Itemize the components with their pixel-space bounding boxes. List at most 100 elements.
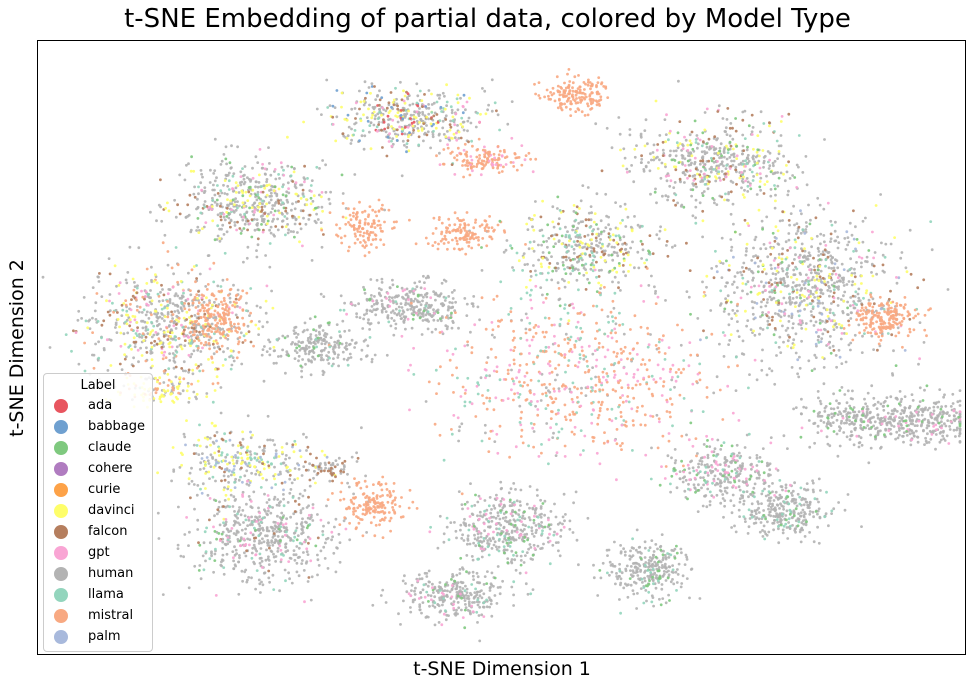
- point-human: [232, 172, 236, 176]
- point-human: [748, 373, 751, 376]
- point-human: [433, 623, 437, 627]
- point-human: [879, 446, 882, 450]
- point-human: [784, 301, 788, 305]
- point-human: [421, 314, 425, 318]
- point-human: [713, 152, 717, 155]
- point-human: [242, 521, 245, 524]
- point-human: [920, 413, 924, 417]
- point-human: [729, 238, 733, 241]
- point-human: [706, 487, 710, 491]
- point-human: [460, 422, 464, 426]
- point-human: [829, 258, 833, 262]
- point-human: [567, 243, 571, 247]
- point-human: [654, 289, 657, 293]
- point-human: [571, 228, 574, 232]
- point-human: [285, 217, 289, 221]
- point-human: [798, 293, 802, 297]
- point-human: [792, 338, 796, 342]
- point-human: [269, 211, 273, 214]
- point-human: [716, 137, 719, 140]
- scatter-plot: [41, 68, 962, 643]
- point-human: [454, 529, 458, 533]
- point-human: [618, 238, 622, 242]
- point-human: [866, 391, 870, 395]
- point-human: [507, 532, 511, 536]
- point-human: [307, 359, 311, 363]
- point-human: [641, 581, 644, 584]
- point-human: [595, 192, 599, 196]
- point-human: [769, 473, 772, 477]
- point-human: [925, 441, 929, 445]
- point-human: [930, 248, 934, 252]
- point-human: [809, 218, 812, 222]
- point-human: [539, 399, 543, 402]
- point-human: [114, 321, 118, 325]
- point-human: [786, 537, 790, 540]
- point-human: [733, 291, 736, 294]
- point-human: [753, 482, 757, 486]
- point-human: [818, 399, 822, 403]
- point-human: [746, 153, 750, 157]
- point-human: [563, 285, 567, 289]
- point-human: [354, 121, 358, 125]
- point-human: [875, 407, 879, 410]
- point-human: [712, 391, 716, 395]
- point-human: [534, 531, 538, 534]
- point-human: [831, 256, 834, 259]
- point-human: [313, 357, 317, 361]
- point-human: [324, 163, 327, 167]
- point-human: [419, 118, 423, 121]
- point-human: [483, 529, 486, 533]
- point-human: [526, 228, 530, 232]
- point-human: [596, 594, 600, 597]
- point-human: [653, 571, 657, 575]
- point-human: [952, 414, 956, 417]
- point-human: [374, 114, 377, 117]
- point-human: [770, 297, 774, 301]
- point-human: [250, 551, 254, 555]
- point-human: [564, 332, 568, 336]
- point-human: [367, 318, 370, 322]
- point-human: [757, 511, 761, 514]
- point-human: [392, 333, 396, 337]
- point-human: [779, 277, 782, 281]
- point-human: [764, 247, 768, 251]
- point-human: [320, 342, 324, 346]
- point-human: [582, 357, 586, 361]
- point-human: [582, 266, 586, 270]
- point-human: [260, 559, 264, 563]
- point-human: [676, 568, 679, 571]
- point-human: [819, 277, 823, 281]
- point-human: [365, 297, 369, 301]
- point-human: [690, 194, 693, 198]
- point-human: [958, 440, 962, 444]
- point-human: [244, 568, 248, 572]
- point-human: [246, 578, 249, 582]
- point-human: [285, 350, 289, 354]
- point-human: [430, 103, 434, 106]
- point-human: [262, 571, 266, 575]
- point-human: [310, 179, 314, 183]
- point-human: [629, 246, 632, 250]
- point-human: [296, 343, 299, 346]
- point-human: [566, 230, 569, 234]
- point-human: [575, 538, 579, 542]
- point-human: [775, 514, 779, 518]
- point-human: [792, 511, 796, 514]
- point-human: [299, 511, 303, 515]
- point-human: [378, 292, 381, 296]
- point-human: [541, 251, 545, 254]
- point-human: [552, 431, 555, 435]
- point-human: [217, 345, 221, 349]
- point-human: [681, 476, 685, 480]
- point-human: [226, 347, 230, 350]
- point-human: [742, 261, 746, 265]
- point-human: [155, 319, 159, 323]
- point-human: [794, 530, 797, 534]
- point-human: [958, 389, 962, 392]
- point-human: [173, 303, 177, 307]
- point-human: [391, 278, 394, 282]
- point-human: [687, 482, 690, 486]
- point-human: [844, 360, 848, 364]
- point-human: [364, 474, 367, 478]
